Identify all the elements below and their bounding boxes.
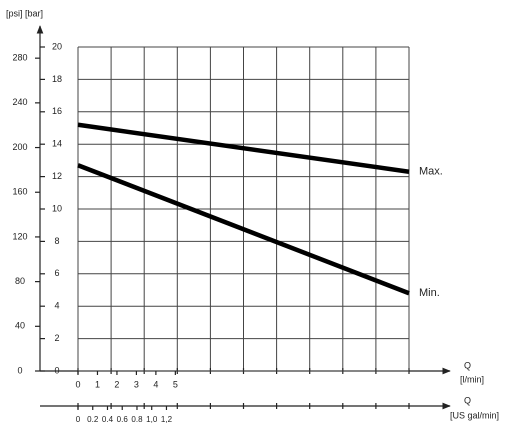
x-tick-label: 2 xyxy=(114,379,119,389)
x-tick-label: 1 xyxy=(95,379,100,389)
x2-tick-label: 1,0 xyxy=(146,415,158,424)
x-axis-label: Q xyxy=(464,360,471,370)
y-tick-label: 0 xyxy=(54,365,59,375)
y-tick-label: 14 xyxy=(52,139,62,149)
y2-tick-label: 280 xyxy=(12,53,27,63)
y-tick-label: 12 xyxy=(52,171,62,181)
y-tick-label: 4 xyxy=(54,301,59,311)
y2-tick-label: 200 xyxy=(12,142,27,152)
x2-tick-label: 0.4 xyxy=(102,415,114,424)
y2-tick-label: 120 xyxy=(12,231,27,241)
x2-tick-label: 0 xyxy=(76,415,81,424)
x-tick-label: 5 xyxy=(173,379,178,389)
series-line xyxy=(77,163,410,296)
y-tick-label: 10 xyxy=(52,203,62,213)
x-tick-label: 3 xyxy=(134,379,139,389)
y-tick-label: 2 xyxy=(54,333,59,343)
y2-tick-label: 80 xyxy=(15,276,25,286)
x-axis-unit: [l/min] xyxy=(460,374,484,384)
y2-tick-label: 40 xyxy=(15,321,25,331)
x2-tick-label: 0.6 xyxy=(117,415,129,424)
x2-axis-unit: [US gal/min] xyxy=(450,410,499,420)
x2-axis-label: Q xyxy=(464,395,471,405)
series-label: Min. xyxy=(419,287,440,299)
x-tick-label: 0 xyxy=(75,379,80,389)
y-axis-label: [psi] [bar] xyxy=(6,8,43,18)
x2-tick-label: 0.2 xyxy=(87,415,99,424)
y-tick-label: 20 xyxy=(52,41,62,51)
series-label: Max. xyxy=(419,166,443,178)
y-tick-label: 18 xyxy=(52,74,62,84)
y-tick-label: 6 xyxy=(54,268,59,278)
y2-tick-label: 160 xyxy=(12,187,27,197)
x-tick-label: 4 xyxy=(153,379,158,389)
y2-tick-label: 240 xyxy=(12,97,27,107)
x2-tick-label: 0.8 xyxy=(131,415,143,424)
y-tick-label: 8 xyxy=(54,236,59,246)
y2-tick-label: 0 xyxy=(17,365,22,375)
x2-tick-label: 1,2 xyxy=(161,415,173,424)
series-line xyxy=(77,122,410,174)
y-tick-label: 16 xyxy=(52,106,62,116)
